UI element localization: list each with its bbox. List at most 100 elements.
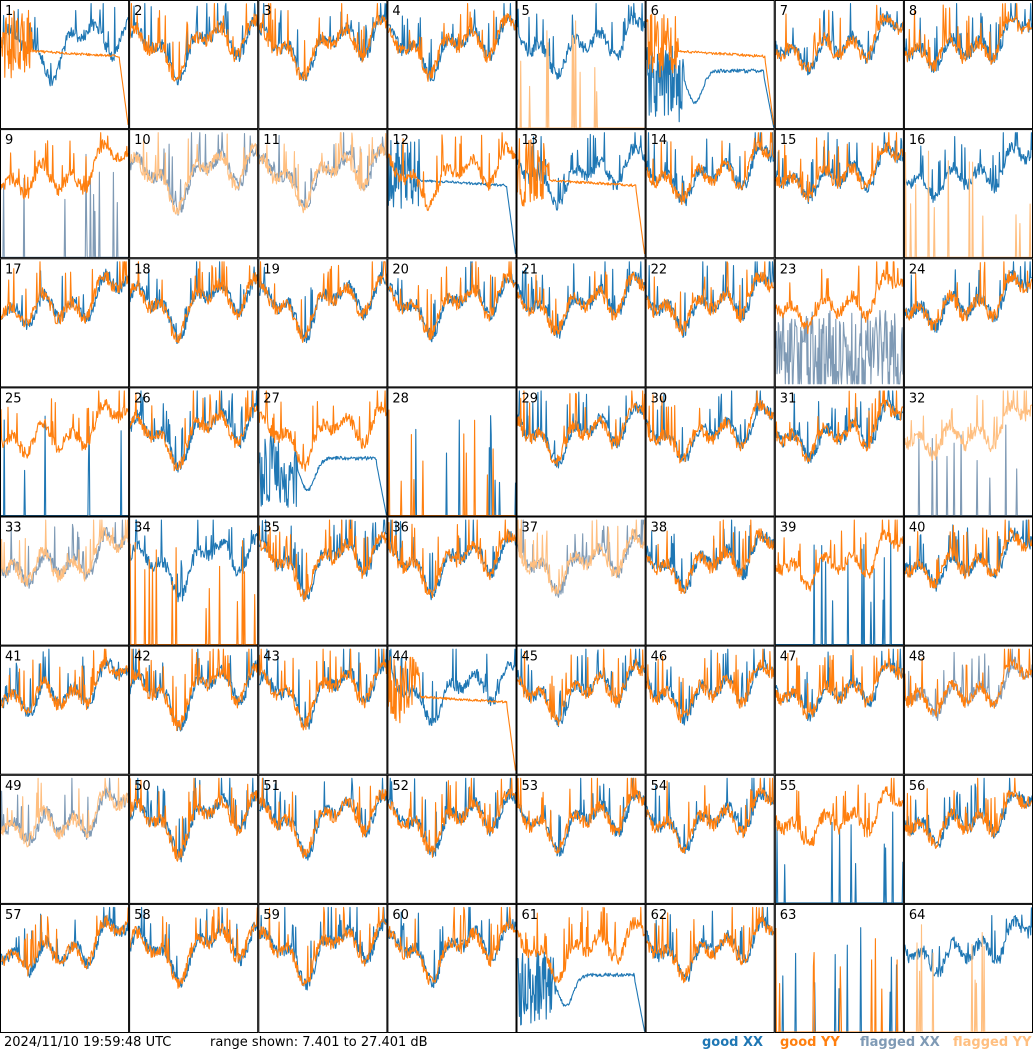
yy-line-54 [646,777,775,854]
panel-6: 6 [645,0,775,130]
panel-18: 18 [129,258,259,388]
panel-51: 51 [258,774,388,904]
xx-line-9 [1,153,129,258]
yy-line-15 [775,132,904,203]
legend-good-yy: good YY [780,1035,840,1050]
panel-number: 39 [780,521,797,536]
xx-line-6 [646,45,775,128]
panel-2: 2 [129,0,259,130]
panel-frame-62 [645,903,775,1033]
range-label: range shown: 7.401 to 27.401 dB [210,1035,428,1050]
yy-line-36 [387,519,517,599]
panel-number: 8 [909,4,917,19]
xx-line-21 [516,261,646,339]
yy-line-16 [904,150,1032,258]
panel-23: 23 [774,258,904,388]
xx-line-25 [1,415,129,517]
panel-43: 43 [258,645,388,775]
panel-frame-23 [774,258,904,388]
panel-number: 43 [263,650,280,665]
panel-24: 24 [903,258,1033,388]
legend-flagged-xx: flagged XX [860,1035,940,1050]
xx-line-61 [517,950,646,1032]
yy-line-61 [517,906,646,983]
panel-frame-18 [129,258,259,388]
panel-frame-41 [0,645,130,775]
panel-frame-31 [774,387,904,517]
yy-line-34 [129,540,258,646]
panel-62: 62 [645,903,775,1033]
xx-line-10 [129,132,258,216]
panel-frame-43 [258,645,388,775]
panel-number: 51 [263,779,280,794]
yy-line-22 [646,261,775,336]
panel-frame-33 [0,516,130,646]
panel-46: 46 [645,645,775,775]
panel-4: 4 [387,0,517,130]
yy-line-9 [0,132,129,200]
panel-frame-38 [645,516,775,646]
xx-line-27 [258,432,387,516]
panel-frame-59 [258,903,388,1033]
panel-frame-50 [129,774,259,904]
panel-number: 57 [5,908,22,923]
xx-line-16 [904,132,1033,203]
panel-frame-17 [0,258,130,388]
xx-line-64 [904,907,1033,978]
panel-12: 12 [387,129,517,259]
panel-59: 59 [258,903,388,1033]
yy-line-11 [258,132,387,214]
yy-line-25 [0,390,129,459]
panel-42: 42 [129,645,259,775]
panel-11: 11 [258,129,388,259]
panel-37: 37 [516,516,646,646]
xx-line-5 [516,2,646,80]
panel-36: 36 [387,516,517,646]
panel-number: 16 [909,133,926,148]
xx-line-34 [129,519,258,603]
panel-frame-10 [129,129,259,259]
panel-22: 22 [645,258,775,388]
panel-number: 7 [780,4,788,19]
panel-21: 21 [516,258,646,388]
yy-line-57 [0,907,129,977]
yy-line-39 [775,519,904,592]
panel-number: 17 [5,262,22,277]
legend-flagged-yy: flagged YY [953,1035,1032,1050]
panel-frame-39 [774,516,904,646]
panel-number: 59 [263,908,280,923]
panel-frame-60 [387,903,517,1033]
xx-line-28 [388,415,517,517]
panel-frame-36 [387,516,517,646]
yy-line-60 [387,906,517,985]
panel-frame-3 [258,0,388,130]
panel-number: 33 [5,521,22,536]
yy-line-1 [0,9,129,125]
panel-49: 49 [0,774,130,904]
xx-line-62 [646,906,775,982]
panel-number: 42 [134,650,151,665]
panel-26: 26 [129,387,259,517]
panel-frame-30 [645,387,775,517]
panel-number: 1 [5,4,13,19]
panel-10: 10 [129,129,259,259]
panel-frame-44 [387,645,517,775]
panel-number: 25 [5,391,22,406]
panel-frame-46 [645,645,775,775]
xx-line-1 [0,2,129,87]
legend-good-xx: good XX [702,1035,764,1050]
panel-number: 4 [392,4,400,19]
yy-line-32 [904,390,1033,462]
panel-frame-9 [0,129,130,259]
panel-number: 50 [134,779,151,794]
panel-frame-55 [774,774,904,904]
yy-line-13 [516,138,646,255]
panel-53: 53 [516,774,646,904]
panel-number: 14 [651,133,668,148]
yy-line-18 [129,261,258,344]
panel-13: 13 [516,129,646,259]
panel-number: 35 [263,521,280,536]
panel-frame-15 [774,129,904,259]
